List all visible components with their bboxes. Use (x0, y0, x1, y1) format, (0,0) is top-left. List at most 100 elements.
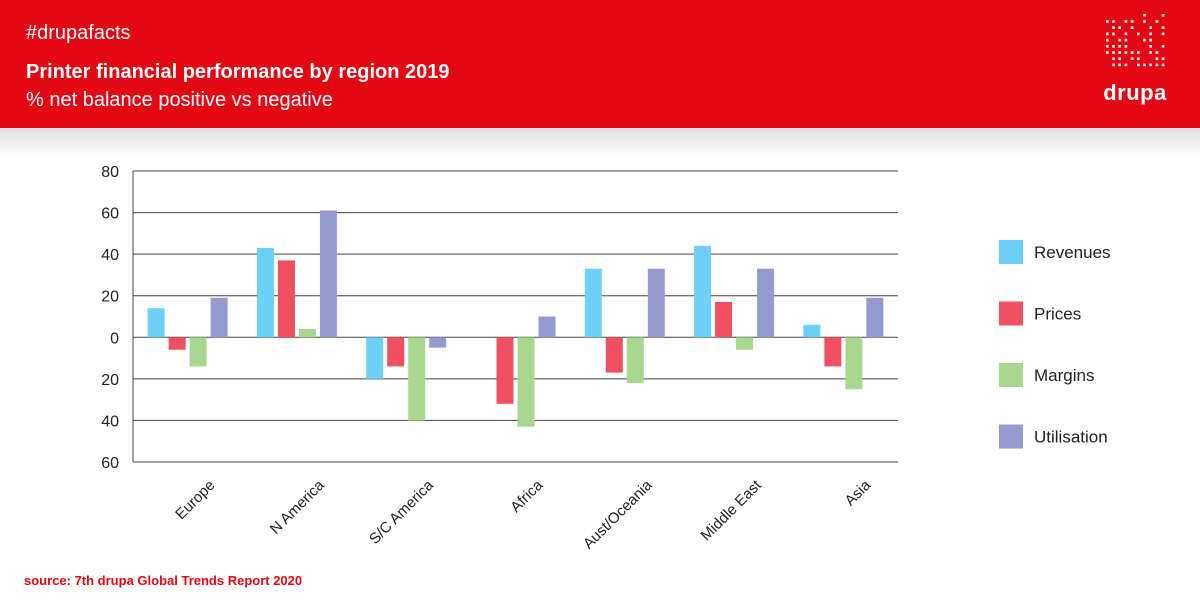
logo-dot (1143, 14, 1146, 17)
logo-dot (1118, 38, 1121, 42)
bar-margins (517, 337, 535, 427)
logo-dot (1124, 63, 1128, 67)
logo-dot (1149, 51, 1152, 54)
hashtag: #drupafacts (26, 22, 131, 44)
logo-dot (1112, 32, 1115, 36)
logo-dot (1124, 51, 1128, 54)
logo-dot (1118, 26, 1121, 29)
logo-dot (1106, 51, 1109, 54)
bar-chart: 80 60 40 20 0 20 40 60 Europe N America S/C Americ… (101, 164, 1111, 553)
bar-margins (298, 328, 316, 338)
y-tick-label: 60 (101, 206, 119, 223)
legend-swatch-revenues (999, 240, 1023, 264)
logo-dot (1149, 38, 1152, 42)
y-tick-label: 40 (101, 413, 119, 430)
logo-dot (1112, 26, 1115, 29)
bar-prices (824, 337, 842, 367)
category-label: Africa (507, 476, 547, 516)
bar-prices (496, 337, 514, 404)
bar-utilisation (757, 268, 775, 338)
bar-revenues (147, 308, 165, 338)
bar-prices (168, 337, 186, 350)
logo-dot (1161, 57, 1165, 60)
header-banner: #drupafacts Printer financial performanc… (0, 0, 1200, 158)
category-label: Asia (842, 476, 875, 509)
source-note: source: 7th drupa Global Trends Report 2… (24, 573, 303, 588)
bar-utilisation (538, 316, 556, 338)
y-tick-label: 20 (101, 289, 119, 306)
drupa-logo: drupa (1092, 0, 1178, 118)
logo-dot (1118, 63, 1121, 67)
logo-dot-pattern-icon (1106, 14, 1165, 67)
logo-dot (1161, 45, 1165, 48)
logo-dot (1143, 38, 1146, 42)
y-tick-label: 40 (101, 247, 119, 264)
logo-dot (1106, 20, 1109, 23)
bar-utilisation (319, 210, 337, 338)
logo-dot (1130, 20, 1134, 23)
logo-text: drupa (1103, 80, 1167, 105)
legend-swatch-utilisation (999, 424, 1023, 449)
logo-dot (1130, 57, 1134, 60)
category-label: Europe (172, 477, 218, 523)
category-label: Aust/Oceania (580, 476, 656, 552)
category-label: Middle East (697, 476, 765, 544)
y-tick-label: 0 (110, 330, 119, 347)
logo-dot (1124, 38, 1128, 42)
logo-dot (1155, 20, 1159, 23)
logo-dot (1149, 32, 1152, 36)
bar-utilisation (429, 337, 447, 348)
y-tick-label: 20 (101, 372, 119, 389)
bar-prices (277, 260, 295, 338)
legend-swatch-margins (999, 363, 1023, 387)
logo-dot (1149, 45, 1152, 48)
legend-label-prices: Prices (1034, 305, 1081, 324)
legend-swatch-prices (999, 301, 1023, 326)
logo-dot (1112, 51, 1115, 54)
logo-dot (1130, 26, 1134, 29)
logo-dot (1106, 38, 1109, 42)
logo-dot (1118, 45, 1121, 48)
logo-dot (1161, 63, 1165, 67)
bar-margins (626, 337, 644, 384)
logo-dot (1155, 57, 1159, 60)
bar-prices (387, 337, 405, 367)
bar-prices (605, 337, 623, 373)
logo-dot (1143, 63, 1146, 67)
bar-revenues (584, 268, 602, 338)
logo-dot (1130, 51, 1134, 54)
bar-margins (189, 337, 207, 367)
logo-dot (1106, 32, 1109, 36)
legend-label-utilisation: Utilisation (1034, 428, 1108, 447)
logo-dot (1143, 20, 1146, 23)
logo-dot (1155, 63, 1159, 67)
bar-utilisation (647, 268, 665, 338)
bar-margins (408, 337, 426, 421)
bar-revenues (366, 337, 384, 379)
bar-revenues (694, 245, 712, 338)
logo-dot (1124, 32, 1128, 36)
logo-dot (1112, 57, 1115, 60)
logo-dot (1137, 32, 1140, 36)
logo-dot (1118, 57, 1121, 60)
logo-dot (1118, 51, 1121, 54)
category-label: N America (267, 476, 328, 537)
chart-title: Printer financial performance by region … (26, 61, 450, 83)
bar-margins (736, 337, 754, 350)
bar-revenues (256, 247, 274, 338)
chart-subtitle: % net balance positive vs negative (26, 89, 333, 111)
logo-dot (1112, 63, 1115, 67)
bar-utilisation (210, 297, 228, 338)
logo-dot (1161, 14, 1165, 17)
logo-dot (1149, 63, 1152, 67)
legend-label-margins: Margins (1034, 366, 1094, 385)
bar-margins (845, 337, 863, 390)
logo-dot (1161, 26, 1165, 29)
y-tick-label: 80 (101, 164, 119, 181)
bar-revenues (803, 324, 821, 338)
logo-dot (1106, 45, 1109, 48)
category-label: S/C America (366, 476, 437, 547)
y-tick-label: 60 (101, 455, 119, 472)
logo-dot (1137, 51, 1140, 54)
legend-label-revenues: Revenues (1034, 243, 1111, 262)
